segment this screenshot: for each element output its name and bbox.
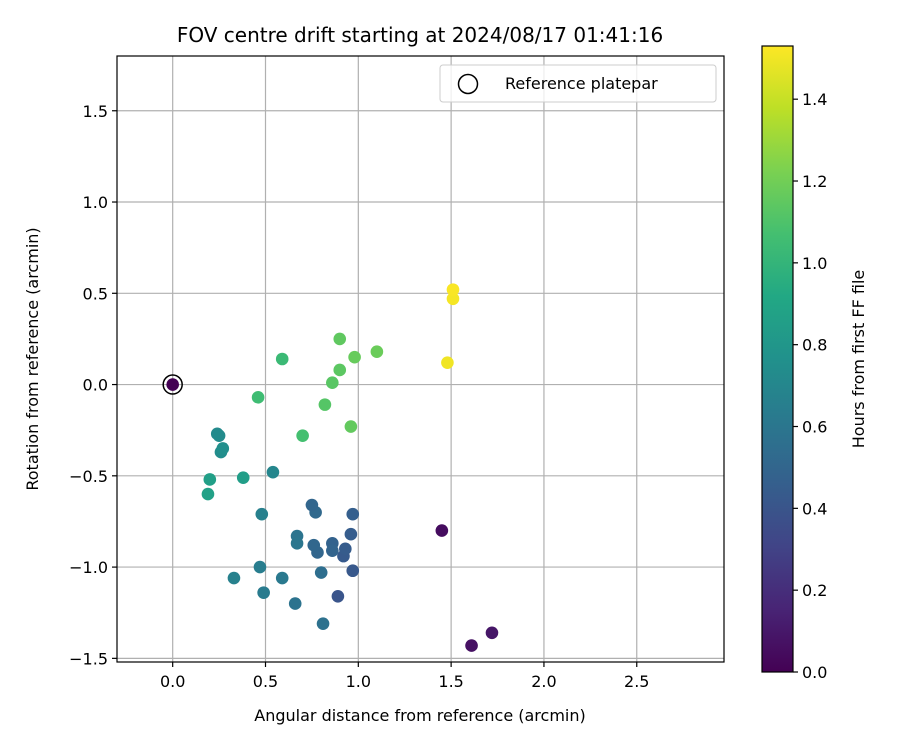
data-point: [307, 538, 321, 552]
data-point: [255, 507, 269, 521]
data-point: [296, 429, 309, 442]
data-point: [288, 597, 302, 610]
data-point: [326, 544, 339, 557]
data-point: [314, 566, 328, 579]
colorbar-gradient: [762, 46, 793, 672]
chart-title: FOV centre drift starting at 2024/08/17 …: [177, 23, 663, 47]
data-point: [331, 589, 345, 603]
x-tick-label: 2.5: [624, 672, 649, 691]
data-point: [346, 564, 360, 578]
data-point: [318, 398, 332, 411]
data-point: [212, 429, 226, 442]
y-tick-label: −1.0: [69, 558, 108, 577]
reference-marker-circle: [162, 374, 183, 395]
data-point: [216, 442, 230, 455]
grid-lines: [117, 56, 724, 662]
y-axis-label: Rotation from reference (arcmin): [23, 227, 42, 490]
y-tick-label: 0.5: [83, 284, 108, 303]
colorbar-label: Hours from first FF file: [849, 270, 868, 449]
colorbar-tick-label: 0.4: [802, 499, 827, 518]
y-tick-label: 0.0: [83, 376, 108, 395]
data-point: [166, 378, 179, 391]
data-point: [203, 473, 217, 486]
data-point: [326, 376, 339, 390]
colorbar-tick-label: 0.2: [802, 581, 827, 600]
colorbar-tick-label: 1.4: [802, 90, 827, 109]
data-point: [344, 527, 358, 541]
data-points: [166, 283, 499, 652]
data-point: [344, 420, 358, 433]
colorbar-tick-label: 0.8: [802, 336, 827, 355]
x-tick-label: 1.0: [346, 672, 371, 691]
colorbar-tick-label: 0.0: [802, 663, 827, 682]
colorbar-tick-label: 1.2: [802, 172, 827, 191]
data-point: [266, 465, 280, 479]
y-tick-label: 1.0: [83, 193, 108, 212]
plot-frame: [116, 55, 725, 663]
data-point: [257, 586, 270, 599]
x-tick-label: 2.0: [531, 672, 556, 691]
data-point: [305, 498, 319, 512]
colorbar: 0.0 0.2 0.4 0.6 0.8 1.0 1.2 1.4 Hours from firs…: [761, 45, 868, 682]
x-axis-label: Angular distance from reference (arcmin): [254, 706, 585, 725]
data-point: [346, 507, 360, 521]
data-point: [201, 487, 215, 501]
data-point: [446, 292, 460, 306]
data-point: [275, 352, 289, 366]
x-tick-label: 0.5: [253, 672, 278, 691]
data-point: [333, 332, 347, 346]
data-point: [339, 542, 352, 556]
reference-marker: [162, 374, 183, 395]
data-point: [333, 363, 347, 377]
data-point: [290, 537, 304, 550]
legend-label: Reference platepar: [505, 74, 658, 93]
data-point: [275, 571, 289, 585]
data-point: [465, 639, 478, 652]
data-point: [441, 356, 454, 369]
data-point: [485, 626, 499, 640]
colorbar-tick-label: 0.6: [802, 418, 827, 437]
colorbar-ticks: 0.0 0.2 0.4 0.6 0.8 1.0 1.2 1.4: [793, 90, 827, 682]
y-axis-ticks: −1.5 −1.0 −0.5 0.0 0.5 1.0 1.5: [69, 102, 117, 668]
data-point: [348, 350, 361, 364]
data-point: [227, 571, 241, 585]
y-tick-label: −1.5: [69, 649, 108, 668]
data-point: [251, 391, 265, 404]
legend: Reference platepar: [439, 64, 717, 103]
data-point: [370, 345, 384, 358]
data-point: [435, 524, 449, 537]
legend-box: [439, 64, 717, 103]
colorbar-tick-label: 1.0: [802, 254, 827, 273]
x-tick-label: 1.5: [438, 672, 463, 691]
y-tick-label: −0.5: [69, 467, 108, 486]
x-axis-ticks: 0.0 0.5 1.0 1.5 2.0 2.5: [160, 662, 649, 691]
colorbar-frame: [761, 45, 794, 673]
x-tick-label: 0.0: [160, 672, 185, 691]
y-tick-label: 1.5: [83, 102, 108, 121]
data-point: [316, 617, 330, 630]
data-point: [253, 560, 267, 574]
legend-marker-icon: [457, 73, 479, 95]
data-point: [236, 471, 250, 484]
data-point: [446, 283, 460, 296]
